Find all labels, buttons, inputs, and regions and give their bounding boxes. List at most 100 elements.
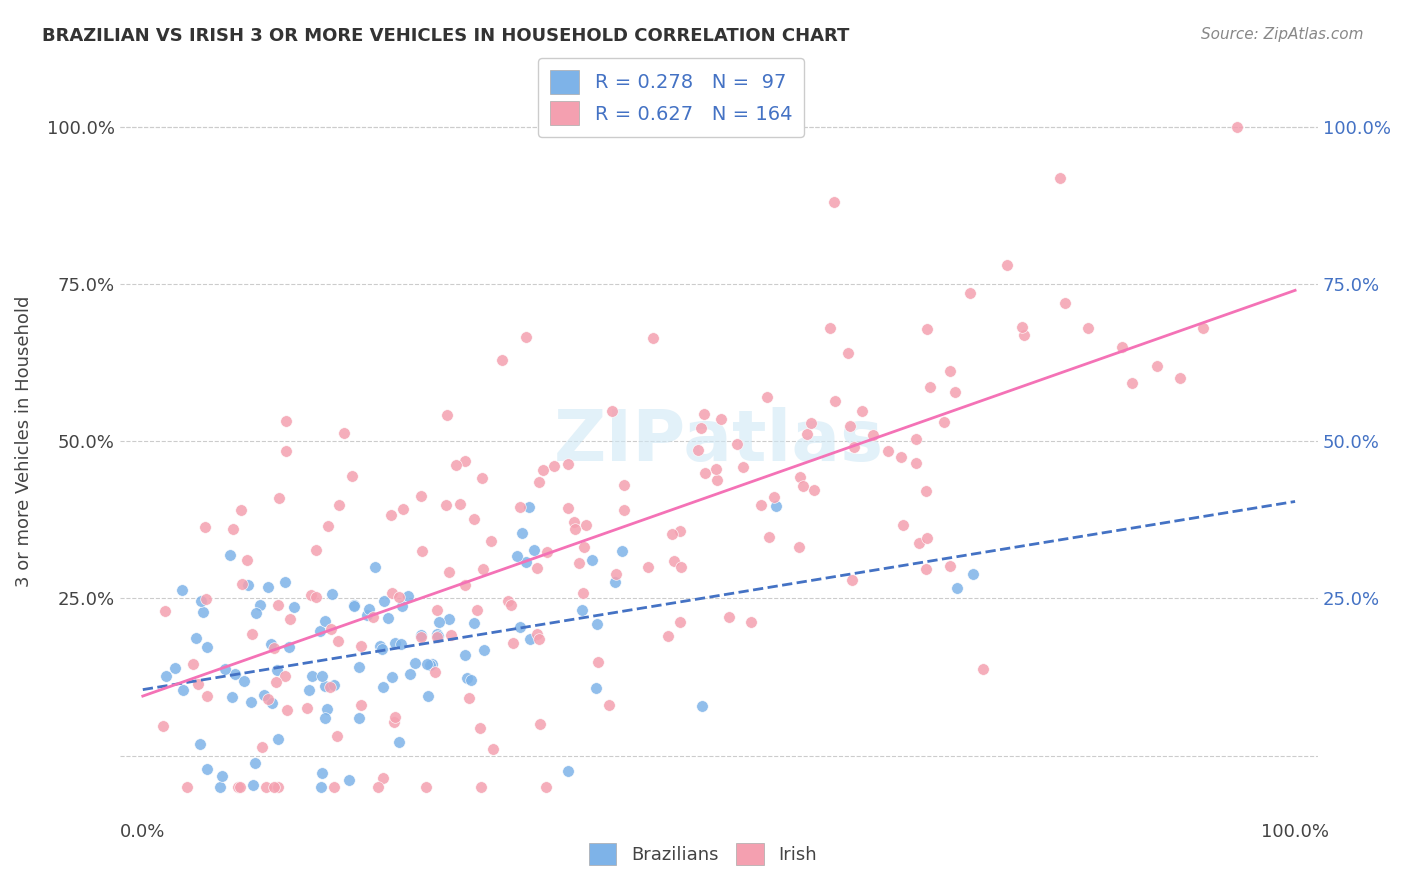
Point xyxy=(436,408,458,422)
Point xyxy=(449,497,471,511)
Point xyxy=(263,780,285,794)
Point xyxy=(426,602,449,616)
Point xyxy=(515,330,537,344)
Point xyxy=(266,663,288,677)
Point xyxy=(463,512,485,526)
Point xyxy=(315,701,337,715)
Point xyxy=(267,598,290,612)
Point xyxy=(536,544,558,558)
Point xyxy=(382,714,405,729)
Point xyxy=(236,553,259,567)
Point xyxy=(509,500,531,514)
Point xyxy=(356,608,378,623)
Point xyxy=(1014,327,1036,342)
Point xyxy=(426,627,449,641)
Point xyxy=(693,407,716,421)
Point xyxy=(824,394,846,409)
Point xyxy=(411,628,433,642)
Point xyxy=(526,627,548,641)
Point xyxy=(239,695,262,709)
Point xyxy=(316,518,339,533)
Point xyxy=(392,501,415,516)
Point xyxy=(841,573,863,587)
Point xyxy=(568,556,591,570)
Point xyxy=(350,639,373,653)
Point xyxy=(800,416,823,430)
Point xyxy=(357,602,380,616)
Point xyxy=(491,352,513,367)
Point xyxy=(453,578,475,592)
Point xyxy=(186,631,208,645)
Point xyxy=(837,345,859,359)
Point xyxy=(557,501,579,516)
Point xyxy=(309,624,332,639)
Point xyxy=(891,517,914,532)
Point xyxy=(890,450,912,464)
Point xyxy=(932,416,955,430)
Point xyxy=(506,549,529,564)
Legend: R = 0.278   N =  97, R = 0.627   N = 164: R = 0.278 N = 97, R = 0.627 N = 164 xyxy=(538,58,804,136)
Point xyxy=(194,520,217,534)
Point xyxy=(305,591,328,605)
Point xyxy=(572,586,595,600)
Point xyxy=(510,525,533,540)
Point xyxy=(661,527,683,541)
Point xyxy=(792,479,814,493)
Point xyxy=(260,637,283,651)
Point xyxy=(311,765,333,780)
Point xyxy=(380,508,402,523)
Point xyxy=(456,671,478,685)
Point xyxy=(496,594,519,608)
Point xyxy=(343,599,366,613)
Point xyxy=(915,484,938,499)
Point xyxy=(458,691,481,706)
Point xyxy=(1168,371,1191,385)
Point xyxy=(471,471,494,485)
Point xyxy=(876,443,898,458)
Point xyxy=(195,689,218,703)
Point xyxy=(765,499,787,513)
Point xyxy=(515,556,537,570)
Point xyxy=(688,443,710,458)
Point xyxy=(236,578,259,592)
Point xyxy=(274,575,297,590)
Point xyxy=(610,544,633,558)
Point xyxy=(585,681,607,695)
Point xyxy=(586,655,609,669)
Point xyxy=(321,587,343,601)
Point xyxy=(818,321,841,335)
Point xyxy=(479,534,502,549)
Point xyxy=(844,440,866,454)
Point xyxy=(643,331,665,345)
Point xyxy=(1053,295,1076,310)
Point xyxy=(755,390,778,404)
Point xyxy=(274,669,297,683)
Point xyxy=(1146,359,1168,373)
Point xyxy=(501,598,523,612)
Point xyxy=(440,628,463,642)
Point xyxy=(381,670,404,684)
Point xyxy=(384,710,406,724)
Point xyxy=(232,674,254,689)
Point xyxy=(740,615,762,629)
Point xyxy=(301,669,323,683)
Point xyxy=(749,498,772,512)
Point xyxy=(915,562,938,576)
Point xyxy=(959,285,981,300)
Point xyxy=(224,666,246,681)
Point xyxy=(153,604,176,618)
Point xyxy=(347,711,370,725)
Point xyxy=(502,636,524,650)
Point xyxy=(762,491,785,505)
Point xyxy=(409,630,432,644)
Point xyxy=(187,677,209,691)
Point xyxy=(242,778,264,792)
Point xyxy=(319,681,342,695)
Point xyxy=(152,719,174,733)
Text: BRAZILIAN VS IRISH 3 OR MORE VEHICLES IN HOUSEHOLD CORRELATION CHART: BRAZILIAN VS IRISH 3 OR MORE VEHICLES IN… xyxy=(42,27,849,45)
Point xyxy=(377,611,399,625)
Y-axis label: 3 or more Vehicles in Household: 3 or more Vehicles in Household xyxy=(15,295,32,587)
Point xyxy=(323,780,346,794)
Point xyxy=(787,540,810,554)
Point xyxy=(796,427,818,442)
